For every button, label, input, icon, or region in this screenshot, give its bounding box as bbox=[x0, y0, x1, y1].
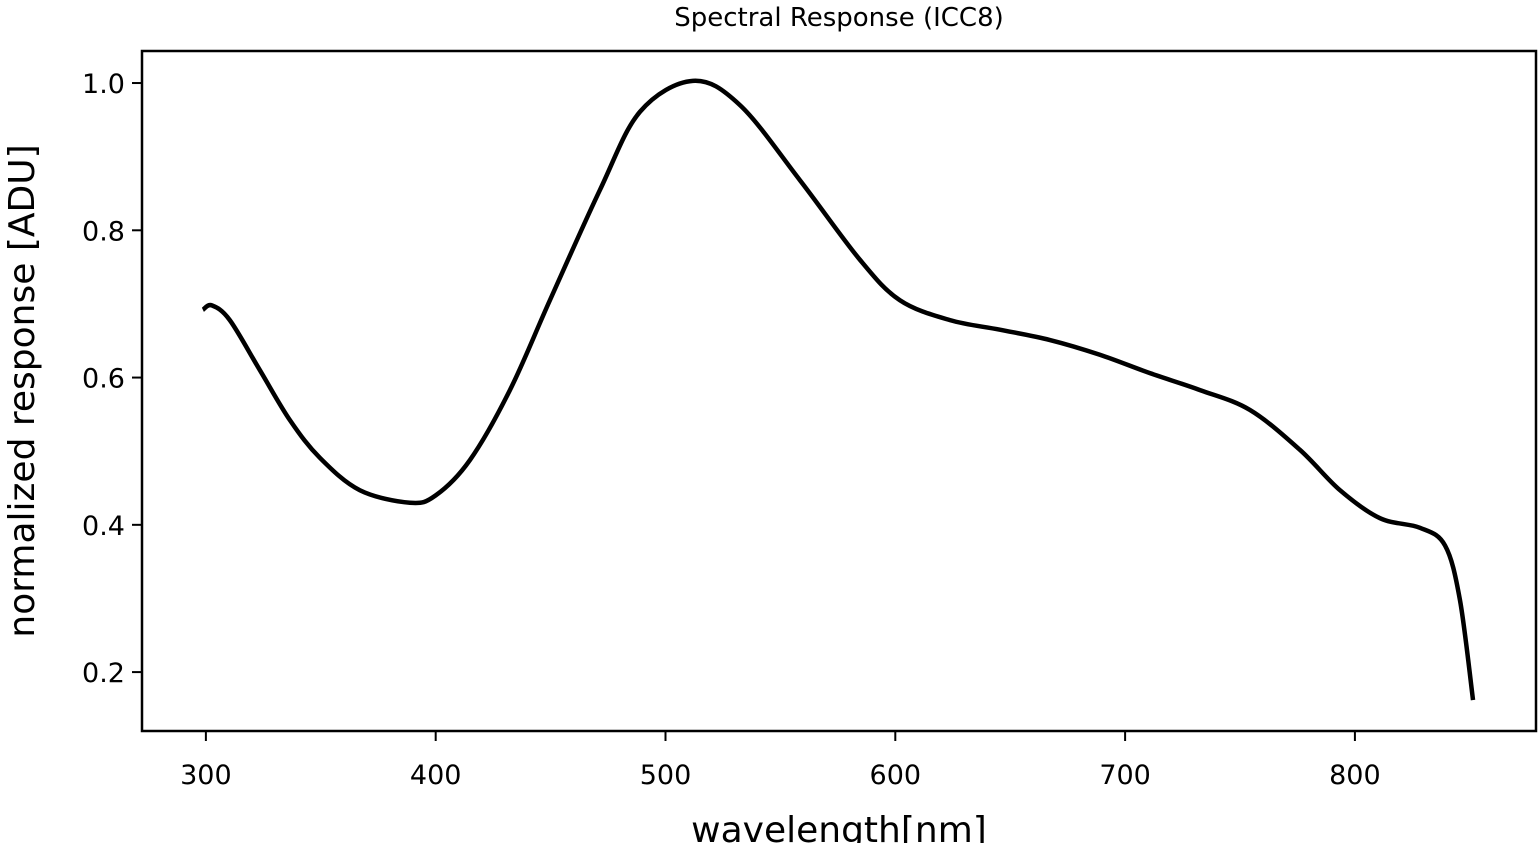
x-tick-label: 300 bbox=[180, 760, 232, 791]
x-tick-label: 500 bbox=[640, 760, 692, 791]
x-tick-label: 400 bbox=[410, 760, 462, 791]
y-tick-label: 0.6 bbox=[82, 364, 125, 395]
series-line-response bbox=[201, 78, 1476, 701]
y-axis-label: normalized response [ADU] bbox=[2, 144, 43, 637]
y-tick-label: 0.4 bbox=[82, 511, 125, 542]
x-tick-label: 800 bbox=[1329, 760, 1381, 791]
x-tick-label: 600 bbox=[870, 760, 922, 791]
x-tick-label: 700 bbox=[1099, 760, 1151, 791]
chart-title: Spectral Response (ICC8) bbox=[674, 3, 1004, 33]
y-tick-label: 0.8 bbox=[82, 216, 125, 247]
y-tick-label: 1.0 bbox=[82, 69, 125, 100]
x-axis-label: wavelength[nm] bbox=[691, 810, 987, 843]
y-tick-label: 0.2 bbox=[82, 658, 125, 689]
plot-frame bbox=[140, 49, 1538, 733]
